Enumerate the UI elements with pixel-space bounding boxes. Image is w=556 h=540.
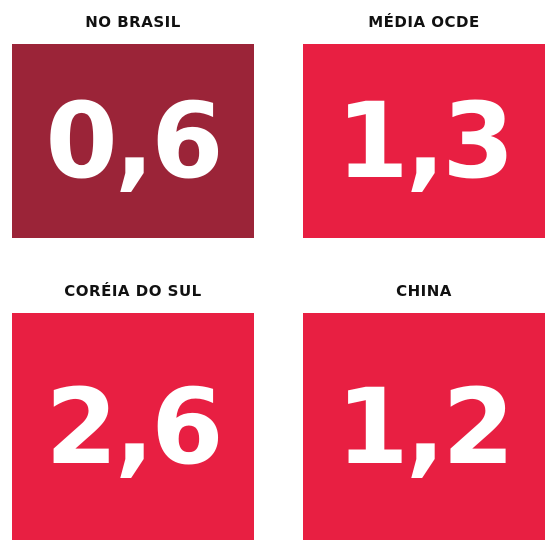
tile-value: 1,2 xyxy=(303,313,545,540)
tile: NO BRASIL 0,6 xyxy=(12,0,254,238)
tile: CHINA 1,2 xyxy=(303,269,545,540)
tile-value: 1,3 xyxy=(303,44,545,238)
tile-label: MÉDIA OCDE xyxy=(368,13,480,31)
tile-label: NO BRASIL xyxy=(85,13,181,31)
page: NO BRASIL 0,6 MÉDIA OCDE 1,3 CORÉIA DO SUL 2,… xyxy=(12,0,545,540)
tile-label: CHINA xyxy=(396,282,452,300)
tile-value: 2,6 xyxy=(12,313,254,540)
tile: MÉDIA OCDE 1,3 xyxy=(303,0,545,238)
tile-value: 0,6 xyxy=(12,44,254,238)
tile: CORÉIA DO SUL 2,6 xyxy=(12,269,254,540)
tile-label: CORÉIA DO SUL xyxy=(64,282,202,300)
